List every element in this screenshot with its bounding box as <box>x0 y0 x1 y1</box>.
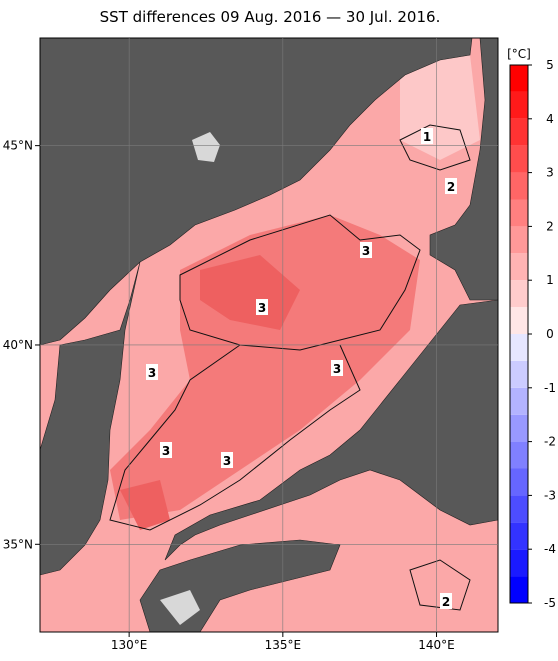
colorbar-step <box>510 495 528 523</box>
contour-label-box <box>440 593 452 609</box>
colorbar-step <box>510 65 528 92</box>
colorbar-step <box>510 414 528 442</box>
colorbar-step <box>510 441 528 469</box>
contour-label: 1 <box>423 130 431 144</box>
colorbar-step <box>510 360 528 388</box>
colorbar-step <box>510 576 528 603</box>
contour-line <box>399 124 471 171</box>
warm-core <box>120 480 170 530</box>
colorbar-unit: [°C] <box>507 47 531 61</box>
colorbar-tick-label: 3 <box>546 166 554 180</box>
contour-label: 2 <box>447 180 455 194</box>
contour-label: 3 <box>162 444 170 458</box>
contour-label: 3 <box>223 454 231 468</box>
colorbar-tick-label: 1 <box>546 273 554 287</box>
contour-label-box <box>256 299 268 315</box>
contour-label: 3 <box>333 362 341 376</box>
colorbar-tick-label: -5 <box>544 596 556 610</box>
contour-label-box <box>360 242 372 258</box>
colorbar-step <box>510 145 528 173</box>
contour-label: 3 <box>362 244 370 258</box>
land <box>40 261 141 576</box>
land <box>40 38 473 346</box>
map-title: SST differences 09 Aug. 2016 — 30 Jul. 2… <box>100 8 441 26</box>
warm-region <box>110 215 420 520</box>
colorbar-step <box>510 172 528 200</box>
contour-line <box>409 559 471 611</box>
island <box>160 590 200 625</box>
contour-line <box>109 344 361 531</box>
contour-line <box>179 214 421 351</box>
colorbar-step <box>510 522 528 550</box>
colorbar-step <box>510 387 528 415</box>
colorbar-tick-label: -2 <box>544 435 556 449</box>
colorbar-step <box>510 253 528 281</box>
colorbar-step <box>510 280 528 308</box>
colorbar-step <box>510 549 528 577</box>
y-tick-label: 35°N <box>3 537 33 551</box>
contour-label-box <box>221 452 233 468</box>
y-tick-label: 45°N <box>3 139 33 153</box>
colorbar-step <box>510 334 528 361</box>
colorbar-tick-label: -4 <box>544 542 556 556</box>
contour-label-box <box>146 364 158 380</box>
x-tick-label: 130°E <box>111 638 148 652</box>
x-tick-label: 140°E <box>418 638 455 652</box>
colorbar-step <box>510 226 528 254</box>
island <box>192 132 220 162</box>
colorbar-step <box>510 199 528 227</box>
colorbar-tick-label: 0 <box>546 327 554 341</box>
warm-core <box>200 255 300 330</box>
contour-label: 2 <box>442 595 450 609</box>
x-tick-label: 135°E <box>265 638 302 652</box>
contour-label: 3 <box>148 366 156 380</box>
colorbar-tick-label: -3 <box>544 488 556 502</box>
map-area <box>40 38 498 632</box>
colorbar-step <box>510 91 528 119</box>
land <box>429 38 498 301</box>
land <box>164 299 498 561</box>
y-tick-label: 40°N <box>3 338 33 352</box>
colorbar-tick-label: 4 <box>546 112 554 126</box>
colorbar-step <box>510 468 528 496</box>
contour-label-box <box>331 360 343 376</box>
colorbar-step <box>510 118 528 146</box>
contour-label-box <box>421 128 433 144</box>
contour-label-box <box>445 178 457 194</box>
colorbar-tick-label: -1 <box>544 381 556 395</box>
cool-region <box>400 55 480 160</box>
contour-label: 3 <box>258 301 266 315</box>
contour-label-box <box>160 442 172 458</box>
map-frame <box>39 37 499 633</box>
colorbar-tick-label: 2 <box>546 219 554 233</box>
colorbar-tick-label: 5 <box>546 58 554 72</box>
colorbar-step <box>510 307 528 334</box>
